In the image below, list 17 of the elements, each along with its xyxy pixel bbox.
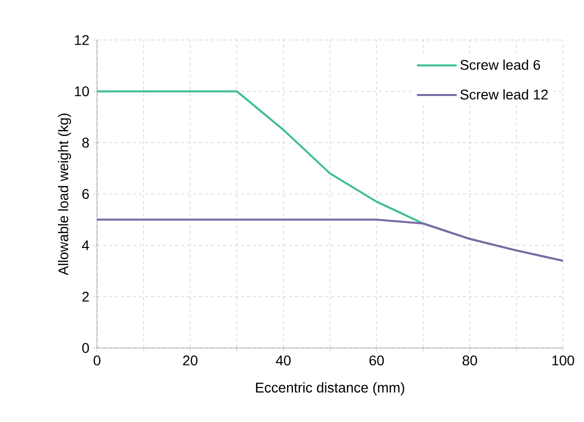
- y-tick-label: 4: [82, 240, 90, 250]
- x-tick-label: 100: [552, 356, 574, 366]
- x-tick-label: 0: [94, 356, 100, 366]
- y-axis-title: Allowable load weight (kg): [58, 114, 72, 276]
- legend-label: Screw lead 6: [460, 60, 540, 70]
- y-tick-label: 6: [82, 189, 89, 199]
- y-tick-label: 10: [74, 86, 89, 96]
- x-tick-label: 20: [183, 356, 198, 366]
- x-tick-label: 40: [276, 356, 291, 366]
- y-tick-label: 12: [74, 35, 89, 45]
- y-tick-label: 8: [82, 138, 89, 148]
- y-tick-label: 2: [82, 292, 89, 302]
- x-axis-title: Eccentric distance (mm): [256, 382, 404, 396]
- x-tick-label: 80: [462, 356, 478, 366]
- y-tick-label: 0: [82, 343, 89, 353]
- legend-label: Screw lead 12: [460, 89, 548, 100]
- x-tick-label: 60: [370, 356, 384, 366]
